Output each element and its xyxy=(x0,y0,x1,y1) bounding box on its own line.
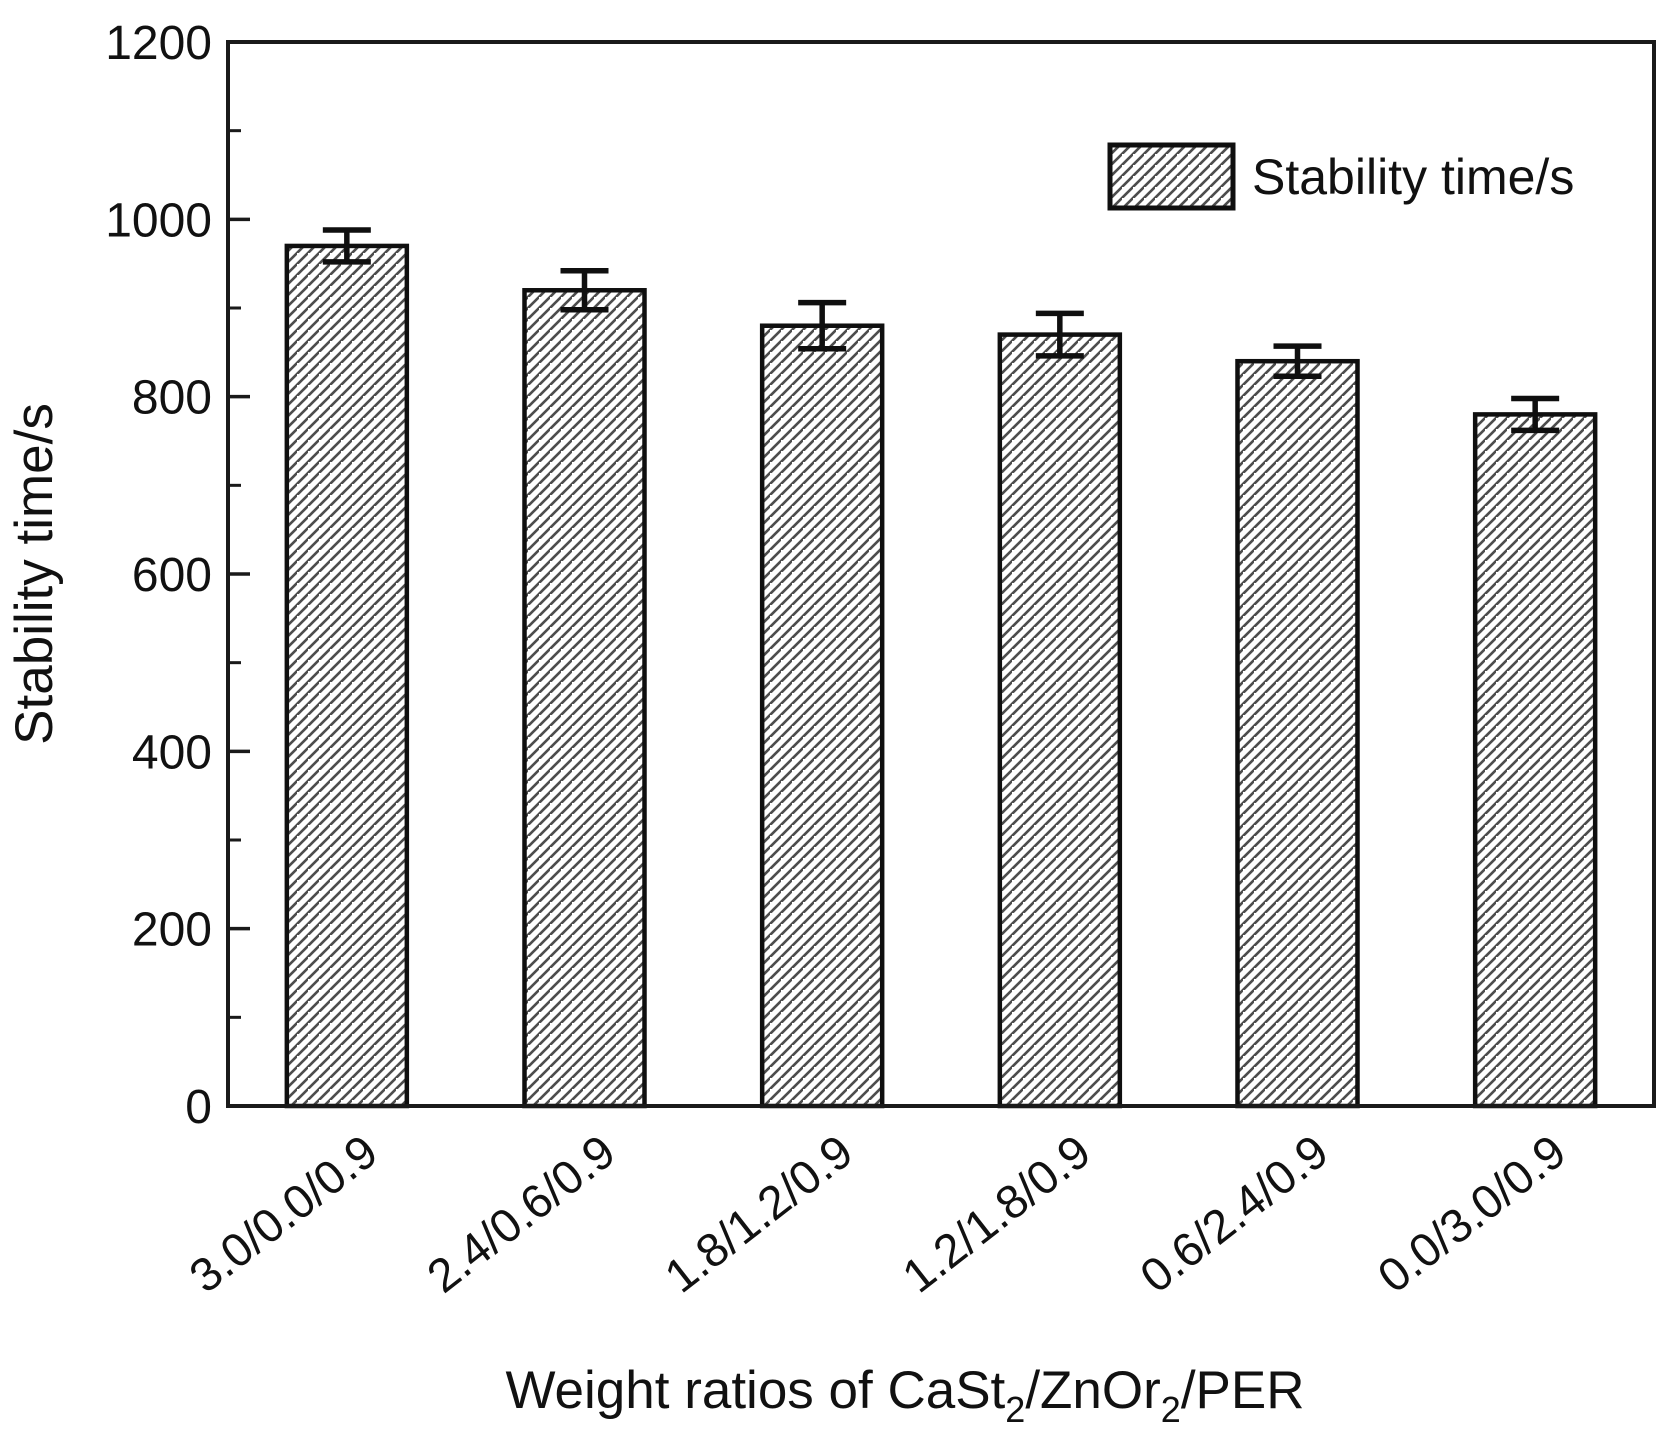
x-axis-title-subscript: 2 xyxy=(1005,1389,1025,1430)
error-bars-group xyxy=(322,227,1560,434)
x-axis-title-part: Weight ratios of CaSt xyxy=(505,1361,1005,1420)
bar-0.6/2.4/0.9 xyxy=(1235,358,1360,1109)
y-axis-title: Stability time/s xyxy=(5,403,64,745)
error-bar-1.8/1.2/0.9 xyxy=(798,299,847,352)
x-tick-label-0.0/3.0/0.9: 0.0/3.0/0.9 xyxy=(1368,1124,1576,1303)
y-tick-label-1000: 1000 xyxy=(105,194,212,247)
bar-2.4/0.6/0.9 xyxy=(522,288,647,1109)
x-axis-title-part: /PER xyxy=(1181,1361,1305,1420)
x-tick-label-2.4/0.6/0.9: 2.4/0.6/0.9 xyxy=(417,1124,625,1303)
bar-1.2/1.8/0.9 xyxy=(997,332,1123,1109)
y-tick-label-1200: 1200 xyxy=(105,17,212,70)
legend: Stability time/s xyxy=(1107,142,1574,211)
bar-3.0/0.0/0.9 xyxy=(284,243,410,1109)
bar-0.0/3.0/0.9 xyxy=(1472,412,1598,1109)
error-bar-1.2/1.8/0.9 xyxy=(1035,310,1084,359)
x-tick-label-3.0/0.0/0.9: 3.0/0.0/0.9 xyxy=(179,1124,387,1303)
error-bar-0.0/3.0/0.9 xyxy=(1511,395,1560,434)
y-axis-tick-labels: 0 200 400 600 800 1000 1200 xyxy=(105,17,212,1134)
error-bar-0.6/2.4/0.9 xyxy=(1273,343,1322,380)
error-bar-2.4/0.6/0.9 xyxy=(560,268,609,313)
y-tick-label-200: 200 xyxy=(132,904,212,957)
x-tick-label-1.8/1.2/0.9: 1.8/1.2/0.9 xyxy=(655,1124,863,1303)
error-bar-3.0/0.0/0.9 xyxy=(322,227,371,265)
x-axis-title-part: /ZnOr xyxy=(1025,1361,1160,1420)
x-tick-label-0.6/2.4/0.9: 0.6/2.4/0.9 xyxy=(1130,1124,1338,1303)
x-axis-title: Weight ratios of CaSt2/ZnOr2/PER xyxy=(505,1361,1304,1430)
y-tick-label-800: 800 xyxy=(132,372,212,425)
bars-group xyxy=(284,243,1598,1109)
x-axis-tick-labels: 3.0/0.0/0.9 2.4/0.6/0.9 1.8/1.2/0.9 1.2/1.8… xyxy=(179,1124,1575,1303)
x-axis-title-subscript: 2 xyxy=(1161,1389,1181,1430)
y-axis-ticks xyxy=(228,40,250,1108)
legend-label: Stability time/s xyxy=(1252,149,1574,205)
y-tick-label-600: 600 xyxy=(132,549,212,602)
y-tick-label-0: 0 xyxy=(185,1081,212,1134)
bar-1.8/1.2/0.9 xyxy=(759,323,885,1109)
legend-swatch-hatched-bar-icon xyxy=(1107,142,1236,211)
y-tick-label-400: 400 xyxy=(132,726,212,779)
x-tick-label-1.2/1.8/0.9: 1.2/1.8/0.9 xyxy=(892,1124,1100,1303)
